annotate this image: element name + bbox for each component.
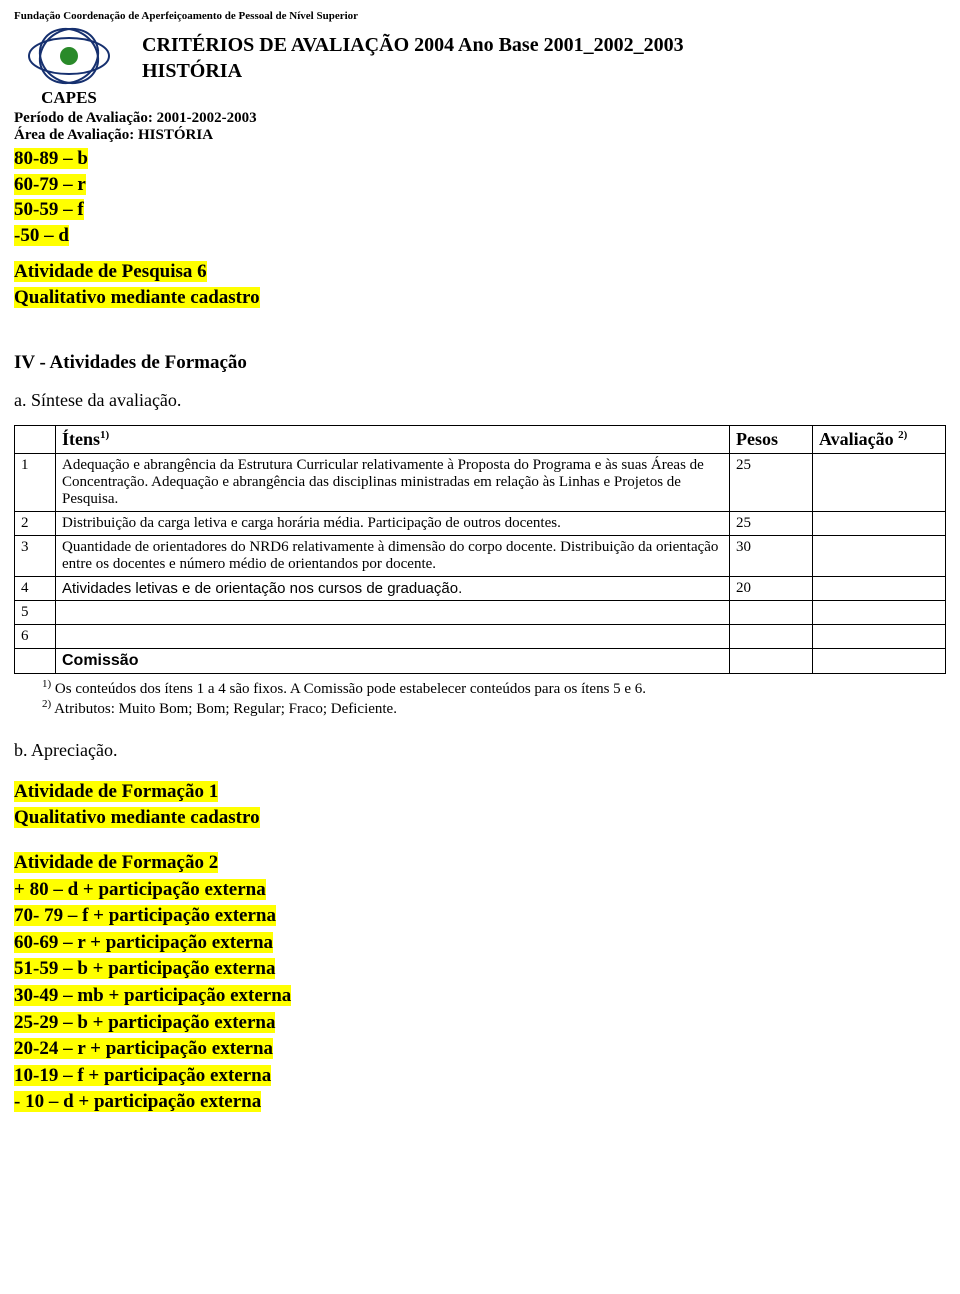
logo-column: CAPES [14, 26, 124, 108]
row2-peso: 25 [730, 511, 813, 535]
row2-aval [813, 511, 946, 535]
itens-table: Ítens1) Pesos Avaliação 2) 1 Adequação e… [14, 425, 946, 674]
row3-peso: 30 [730, 535, 813, 576]
row6-num: 6 [15, 624, 56, 648]
th-aval-sup: 2) [898, 429, 907, 441]
row6-text [56, 624, 730, 648]
range-50-59: 50-59 – f [14, 199, 84, 220]
row-comissao-aval [813, 648, 946, 673]
range-minus50: -50 – d [14, 225, 69, 246]
table-row: 4 Atividades letivas e de orientação nos… [15, 576, 946, 600]
row3-num: 3 [15, 535, 56, 576]
row-comissao-text: Comissão [56, 648, 730, 673]
th-aval-text: Avaliação [819, 429, 894, 449]
range-80-89: 80-89 – b [14, 148, 88, 169]
table-row: 2 Distribuição da carga letiva e carga h… [15, 511, 946, 535]
table-footnotes: 1) Os conteúdos dos ítens 1 a 4 são fixo… [14, 678, 946, 718]
row4-num: 4 [15, 576, 56, 600]
footnote-2: 2) Atributos: Muito Bom; Bom; Regular; F… [42, 698, 946, 718]
doc-title-line2: HISTÓRIA [142, 58, 684, 84]
footnote-1-sup: 1) [42, 678, 51, 690]
range-60-79: 60-79 – r [14, 174, 86, 195]
header-row: CAPES CRITÉRIOS DE AVALIAÇÃO 2004 Ano Ba… [14, 26, 946, 108]
score-ranges-top: 80-89 – b 60-79 – r 50-59 – f -50 – d [14, 146, 946, 249]
atv-form2-r7: 20-24 – r + participação externa [14, 1038, 273, 1059]
row1-text: Adequação e abrangência da Estrutura Cur… [56, 453, 730, 511]
row4-text: Atividades letivas e de orientação nos c… [56, 576, 730, 600]
row1-peso: 25 [730, 453, 813, 511]
periodo-value: 2001-2002-2003 [157, 110, 257, 126]
table-row: 3 Quantidade de orientadores do NRD6 rel… [15, 535, 946, 576]
row4-aval [813, 576, 946, 600]
atv-pesq-title: Atividade de Pesquisa 6 [14, 261, 207, 282]
th-itens: Ítens1) [56, 425, 730, 453]
title-block: CRITÉRIOS DE AVALIAÇÃO 2004 Ano Base 200… [142, 26, 684, 84]
atv-form2-r3: 60-69 – r + participação externa [14, 932, 273, 953]
atv-form2-r5: 30-49 – mb + participação externa [14, 985, 291, 1006]
section-iv-title: IV - Atividades de Formação [14, 352, 946, 374]
table-row-comissao: Comissão [15, 648, 946, 673]
area-value: HISTÓRIA [138, 127, 213, 143]
th-itens-text: Ítens [62, 429, 100, 449]
atividade-formacao-1: Atividade de Formação 1 Qualitativo medi… [14, 779, 946, 832]
footnote-2-text: Atributos: Muito Bom; Bom; Regular; Frac… [51, 701, 397, 717]
foundation-header: Fundação Coordenação de Aperfeiçoamento … [14, 10, 946, 22]
row1-aval [813, 453, 946, 511]
footnote-1: 1) Os conteúdos dos ítens 1 a 4 são fixo… [42, 678, 946, 698]
th-avaliacao: Avaliação 2) [813, 425, 946, 453]
row-comissao-num [15, 648, 56, 673]
atv-form1-title: Atividade de Formação 1 [14, 781, 218, 802]
th-blank [15, 425, 56, 453]
atividade-pesquisa-6: Atividade de Pesquisa 6 Qualitativo medi… [14, 259, 946, 312]
row2-text: Distribuição da carga letiva e carga hor… [56, 511, 730, 535]
atv-form1-sub: Qualitativo mediante cadastro [14, 807, 260, 828]
apreciacao-heading: b. Apreciação. [14, 740, 946, 761]
row6-peso [730, 624, 813, 648]
atv-form2-title: Atividade de Formação 2 [14, 852, 218, 873]
table-row: 6 [15, 624, 946, 648]
row3-aval [813, 535, 946, 576]
atv-pesq-sub: Qualitativo mediante cadastro [14, 287, 260, 308]
footnote-1-text: Os conteúdos dos ítens 1 a 4 são fixos. … [51, 681, 646, 697]
atv-form2-r2: 70- 79 – f + participação externa [14, 905, 276, 926]
th-itens-sup: 1) [100, 429, 109, 441]
row3-text: Quantidade de orientadores do NRD6 relat… [56, 535, 730, 576]
atividade-formacao-2: Atividade de Formação 2 + 80 – d + parti… [14, 850, 946, 1116]
atv-form2-r6: 25-29 – b + participação externa [14, 1012, 275, 1033]
area-line: Área de Avaliação: HISTÓRIA [14, 127, 946, 144]
row1-num: 1 [15, 453, 56, 511]
atv-form2-r1: + 80 – d + participação externa [14, 879, 266, 900]
capes-logo [24, 26, 114, 86]
table-row: 5 [15, 600, 946, 624]
periodo-line: Período de Avaliação: 2001-2002-2003 [14, 110, 946, 127]
doc-title-line1: CRITÉRIOS DE AVALIAÇÃO 2004 Ano Base 200… [142, 32, 684, 58]
th-pesos: Pesos [730, 425, 813, 453]
sintese-avaliacao: a. Síntese da avaliação. [14, 390, 946, 411]
row2-num: 2 [15, 511, 56, 535]
table-header-row: Ítens1) Pesos Avaliação 2) [15, 425, 946, 453]
row5-num: 5 [15, 600, 56, 624]
row-comissao-peso [730, 648, 813, 673]
footnote-2-sup: 2) [42, 698, 51, 710]
atv-form2-r4: 51-59 – b + participação externa [14, 958, 275, 979]
table-row: 1 Adequação e abrangência da Estrutura C… [15, 453, 946, 511]
row5-text [56, 600, 730, 624]
atv-form2-r9: - 10 – d + participação externa [14, 1091, 261, 1112]
capes-label: CAPES [41, 88, 97, 108]
row5-peso [730, 600, 813, 624]
periodo-label: Período de Avaliação: [14, 110, 153, 126]
row5-aval [813, 600, 946, 624]
area-label: Área de Avaliação: [14, 127, 134, 143]
atv-form2-r8: 10-19 – f + participação externa [14, 1065, 271, 1086]
row4-peso: 20 [730, 576, 813, 600]
row6-aval [813, 624, 946, 648]
